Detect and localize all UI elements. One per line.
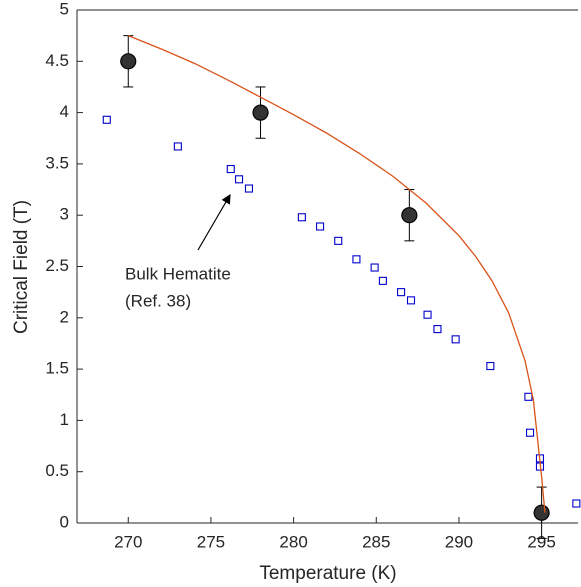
data-point [486,361,495,371]
annotation: (Ref. 38) [125,291,191,310]
data-point [334,236,343,245]
y-tick-label: 2 [60,307,69,326]
data-point [234,175,244,184]
data-point [423,310,432,319]
data-point [120,53,137,70]
y-tick-label: 2.5 [45,256,69,275]
y-tick-label: 3.5 [45,153,69,172]
data-point [406,296,416,305]
x-tick-label: 290 [445,532,473,551]
data-point [297,213,306,222]
fit-line [128,35,546,513]
data-point [352,255,361,264]
y-tick-label: 5 [60,0,69,18]
x-axis-label: Temperature (K) [259,563,396,584]
data-point [102,115,111,124]
y-tick-label: 0 [60,512,69,531]
y-tick-label: 1.5 [45,359,69,378]
data-point [378,276,387,285]
data-point [524,392,533,401]
x-tick-label: 280 [279,532,307,551]
x-tick-label: 275 [197,532,225,551]
data-point [433,325,442,334]
data-point [370,263,379,272]
y-tick-label: 4 [60,102,69,121]
x-tick-label: 295 [527,532,555,551]
data-point [316,222,325,231]
data-point [401,207,418,224]
x-tick-label: 285 [362,532,390,551]
y-tick-label: 1 [60,410,69,429]
annotation-arrow [197,193,231,251]
annotation: Bulk Hematite [125,264,231,283]
y-tick-label: 0.5 [45,461,69,480]
data-point [525,428,535,437]
y-axis-label: Critical Field (T) [11,200,32,334]
data-point [173,142,182,151]
data-point [226,164,235,174]
y-tick-label: 3 [60,205,69,224]
y-tick-label: 4.5 [45,51,69,70]
x-tick-label: 270 [114,532,142,551]
data-point [533,504,550,521]
data-point [397,288,406,297]
data-point [572,499,581,508]
data-point [244,184,254,193]
data-point [252,104,269,121]
data-point [451,335,460,344]
